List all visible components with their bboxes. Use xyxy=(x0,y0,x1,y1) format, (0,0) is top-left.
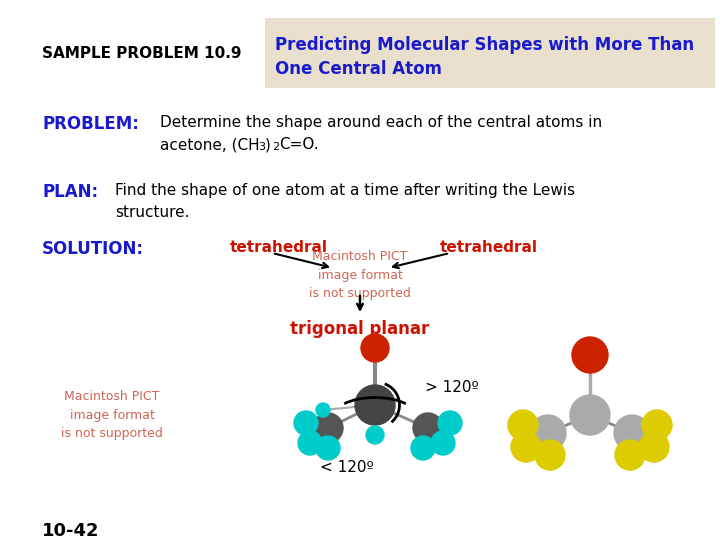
Circle shape xyxy=(639,432,669,462)
Text: C=O.: C=O. xyxy=(279,137,319,152)
Text: < 120º: < 120º xyxy=(320,460,374,475)
Text: trigonal planar: trigonal planar xyxy=(290,320,430,338)
Circle shape xyxy=(511,432,541,462)
Circle shape xyxy=(366,426,384,444)
Text: tetrahedral: tetrahedral xyxy=(230,240,328,255)
Text: One Central Atom: One Central Atom xyxy=(275,60,442,78)
Text: ): ) xyxy=(265,137,271,152)
Circle shape xyxy=(535,440,565,470)
Circle shape xyxy=(298,431,322,455)
Text: 3: 3 xyxy=(258,142,265,152)
Text: Find the shape of one atom at a time after writing the Lewis: Find the shape of one atom at a time aft… xyxy=(115,183,575,198)
Circle shape xyxy=(316,436,340,460)
Text: 2: 2 xyxy=(272,142,279,152)
Text: PLAN:: PLAN: xyxy=(42,183,98,201)
Text: Macintosh PICT
image format
is not supported: Macintosh PICT image format is not suppo… xyxy=(309,251,411,300)
Text: SAMPLE PROBLEM 10.9: SAMPLE PROBLEM 10.9 xyxy=(42,45,241,60)
Bar xyxy=(265,18,715,88)
Circle shape xyxy=(355,385,395,425)
Circle shape xyxy=(313,413,343,443)
Circle shape xyxy=(508,410,538,440)
Text: Macintosh PICT
image format
is not supported: Macintosh PICT image format is not suppo… xyxy=(61,390,163,440)
Text: Determine the shape around each of the central atoms in: Determine the shape around each of the c… xyxy=(160,115,602,130)
Text: Predicting Molecular Shapes with More Than: Predicting Molecular Shapes with More Th… xyxy=(275,36,694,54)
Circle shape xyxy=(413,413,443,443)
Circle shape xyxy=(361,334,389,362)
Circle shape xyxy=(572,337,608,373)
Circle shape xyxy=(530,415,566,451)
Circle shape xyxy=(438,411,462,435)
Text: tetrahedral: tetrahedral xyxy=(440,240,538,255)
Circle shape xyxy=(411,436,435,460)
Circle shape xyxy=(614,415,650,451)
Circle shape xyxy=(316,403,330,417)
Text: acetone, (CH: acetone, (CH xyxy=(160,137,260,152)
Circle shape xyxy=(431,431,455,455)
Text: 10-42: 10-42 xyxy=(42,522,99,540)
Text: structure.: structure. xyxy=(115,205,189,220)
Circle shape xyxy=(570,395,610,435)
Text: SOLUTION:: SOLUTION: xyxy=(42,240,144,258)
Text: PROBLEM:: PROBLEM: xyxy=(42,115,139,133)
Text: > 120º: > 120º xyxy=(425,380,479,395)
Circle shape xyxy=(615,440,645,470)
Circle shape xyxy=(642,410,672,440)
Circle shape xyxy=(294,411,318,435)
